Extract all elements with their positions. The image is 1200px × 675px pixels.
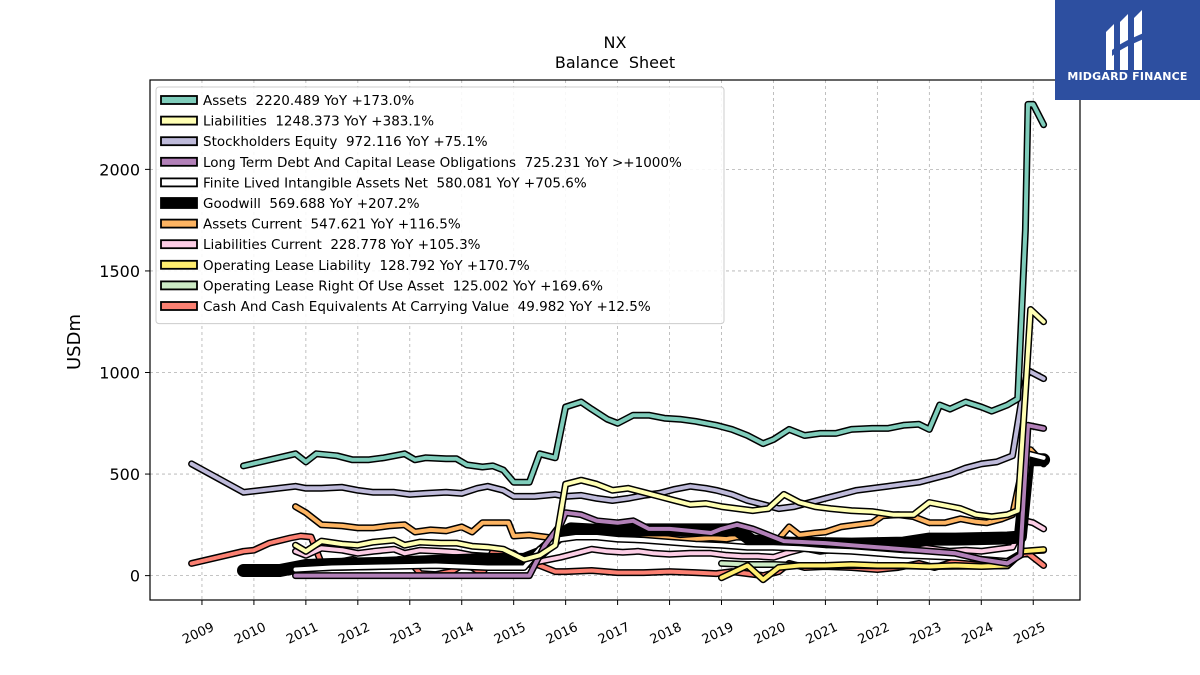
y-tick-label: 1500 xyxy=(99,262,140,281)
x-tick-label: 2014 xyxy=(440,620,476,648)
series-line-stockholders-equity xyxy=(189,368,1046,511)
legend-label-long-term-debt-and-capital-lease-obligations: Long Term Debt And Capital Lease Obligat… xyxy=(203,155,682,171)
legend-swatch-cash-and-cash-equivalents-at-carrying-value xyxy=(160,301,198,311)
chart-subtitle: Balance Sheet xyxy=(555,53,675,72)
x-tick-label: 2023 xyxy=(908,620,944,648)
legend-swatch-goodwill xyxy=(160,197,198,209)
legend-label-finite-lived-intangible-assets-net: Finite Lived Intangible Assets Net 580.0… xyxy=(203,175,587,191)
x-tick-label: 2013 xyxy=(388,620,424,648)
series-lines xyxy=(188,100,1051,584)
legend-label-stockholders-equity: Stockholders Equity 972.116 YoY +75.1% xyxy=(203,134,488,150)
x-tick-label: 2018 xyxy=(648,620,684,648)
brand-logo: MIDGARD FINANCE xyxy=(1055,0,1200,100)
x-tick-label: 2011 xyxy=(284,620,320,648)
plot-frame xyxy=(149,79,1081,601)
x-tick-label: 2017 xyxy=(596,620,632,648)
legend: Assets 2220.489 YoY +173.0% Liabilities 1… xyxy=(155,86,725,325)
x-tick-label: 2015 xyxy=(492,620,528,648)
x-tick-label: 2024 xyxy=(960,620,996,648)
y-tick-label: 500 xyxy=(109,465,140,484)
legend-label-goodwill: Goodwill 569.688 YoY +207.2% xyxy=(203,196,420,212)
brand-name: MIDGARD FINANCE xyxy=(1067,70,1188,83)
legend-label-operating-lease-right-of-use-asset: Operating Lease Right Of Use Asset 125.0… xyxy=(203,278,603,294)
series-line-long-term-debt-and-capital-lease-obligations xyxy=(293,423,1046,578)
x-tick-label: 2020 xyxy=(752,620,788,648)
x-tick-label: 2022 xyxy=(856,620,892,648)
series-line-liabilities xyxy=(293,307,1046,562)
legend-swatch-stockholders-equity xyxy=(160,136,198,147)
legend-swatch-operating-lease-liability xyxy=(160,259,198,270)
x-tick-label: 2009 xyxy=(180,620,216,648)
series-line-operating-lease-liability xyxy=(719,547,1046,582)
legend-label-liabilities: Liabilities 1248.373 YoY +383.1% xyxy=(203,114,434,130)
legend-swatch-assets-current xyxy=(160,218,198,229)
legend-label-cash-and-cash-equivalents-at-carrying-value: Cash And Cash Equivalents At Carrying Va… xyxy=(203,299,651,315)
legend-label-assets-current: Assets Current 547.621 YoY +116.5% xyxy=(203,217,461,233)
chart-title: NX xyxy=(604,33,627,52)
legend-swatch-finite-lived-intangible-assets-net xyxy=(160,177,198,188)
brand-mark-icon xyxy=(1106,10,1146,70)
x-tick-label: 2019 xyxy=(700,620,736,648)
legend-swatch-liabilities xyxy=(160,115,198,126)
x-tick-label: 2021 xyxy=(804,620,840,648)
x-tick-label: 2012 xyxy=(336,620,372,648)
legend-swatch-assets xyxy=(160,95,198,105)
y-tick-label: 2000 xyxy=(99,160,140,179)
legend-swatch-operating-lease-right-of-use-asset xyxy=(160,280,198,291)
legend-label-assets: Assets 2220.489 YoY +173.0% xyxy=(203,93,414,109)
y-axis-label: USDm xyxy=(64,314,85,370)
series-line-assets xyxy=(241,102,1046,485)
x-tick-label: 2010 xyxy=(232,620,268,648)
legend-label-liabilities-current: Liabilities Current 228.778 YoY +105.3% xyxy=(203,237,481,253)
y-tick-label: 0 xyxy=(130,567,140,586)
x-tick-label: 2016 xyxy=(544,620,580,648)
x-tick-label: 2025 xyxy=(1012,620,1048,648)
legend-label-operating-lease-liability: Operating Lease Liability 128.792 YoY +1… xyxy=(203,258,530,274)
legend-swatch-long-term-debt-and-capital-lease-obligations xyxy=(160,156,198,167)
y-tick-label: 1000 xyxy=(99,364,140,383)
legend-box xyxy=(155,86,725,325)
legend-swatch-liabilities-current xyxy=(160,239,198,250)
